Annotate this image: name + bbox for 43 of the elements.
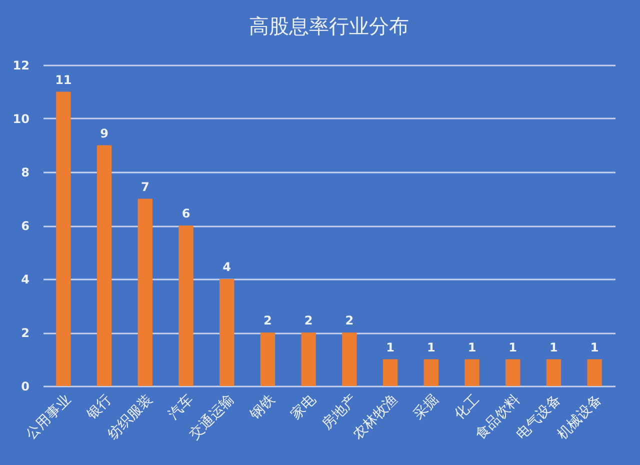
y-tick-label: 8 — [21, 166, 30, 180]
data-label: 2 — [264, 314, 272, 328]
bar — [96, 145, 112, 386]
y-tick-label: 0 — [21, 380, 30, 394]
x-tick-label: 汽车 — [165, 392, 197, 423]
y-tick-label: 6 — [21, 219, 30, 233]
x-tick-label: 公用事业 — [23, 392, 74, 443]
x-tick-label: 家电 — [288, 392, 320, 423]
y-tick-label: 12 — [12, 58, 30, 72]
bar — [138, 198, 152, 386]
bar — [587, 359, 602, 386]
data-label: 1 — [550, 340, 558, 354]
bar — [382, 359, 398, 386]
chart-title: 高股息率行业分布 — [249, 14, 409, 38]
bar — [56, 92, 71, 386]
y-tick-label: 4 — [21, 272, 30, 286]
y-tick-label: 2 — [21, 326, 30, 340]
bar — [464, 359, 480, 386]
data-label: 6 — [182, 206, 190, 220]
bar — [546, 359, 562, 386]
bar — [220, 279, 234, 386]
data-label: 2 — [345, 314, 354, 328]
bar — [301, 332, 316, 386]
data-label: 1 — [508, 340, 518, 354]
bar — [260, 332, 276, 386]
data-label: 1 — [468, 340, 476, 354]
x-tick-label: 钢铁 — [246, 392, 278, 424]
x-tick-label: 银行 — [83, 392, 115, 424]
bar — [178, 226, 194, 386]
bar — [506, 359, 520, 386]
data-label: 4 — [222, 260, 232, 274]
bar — [424, 359, 438, 386]
data-label: 7 — [140, 180, 150, 194]
bar — [342, 332, 357, 386]
data-label: 11 — [55, 72, 72, 87]
data-label: 2 — [304, 314, 313, 328]
data-label: 1 — [590, 340, 599, 354]
x-tick-label: 采掘 — [410, 392, 442, 423]
data-label: 9 — [100, 126, 108, 140]
y-tick-label: 10 — [12, 112, 30, 126]
data-label: 1 — [386, 340, 394, 354]
data-label: 1 — [426, 340, 436, 354]
x-tick-label: 化工 — [451, 392, 483, 423]
